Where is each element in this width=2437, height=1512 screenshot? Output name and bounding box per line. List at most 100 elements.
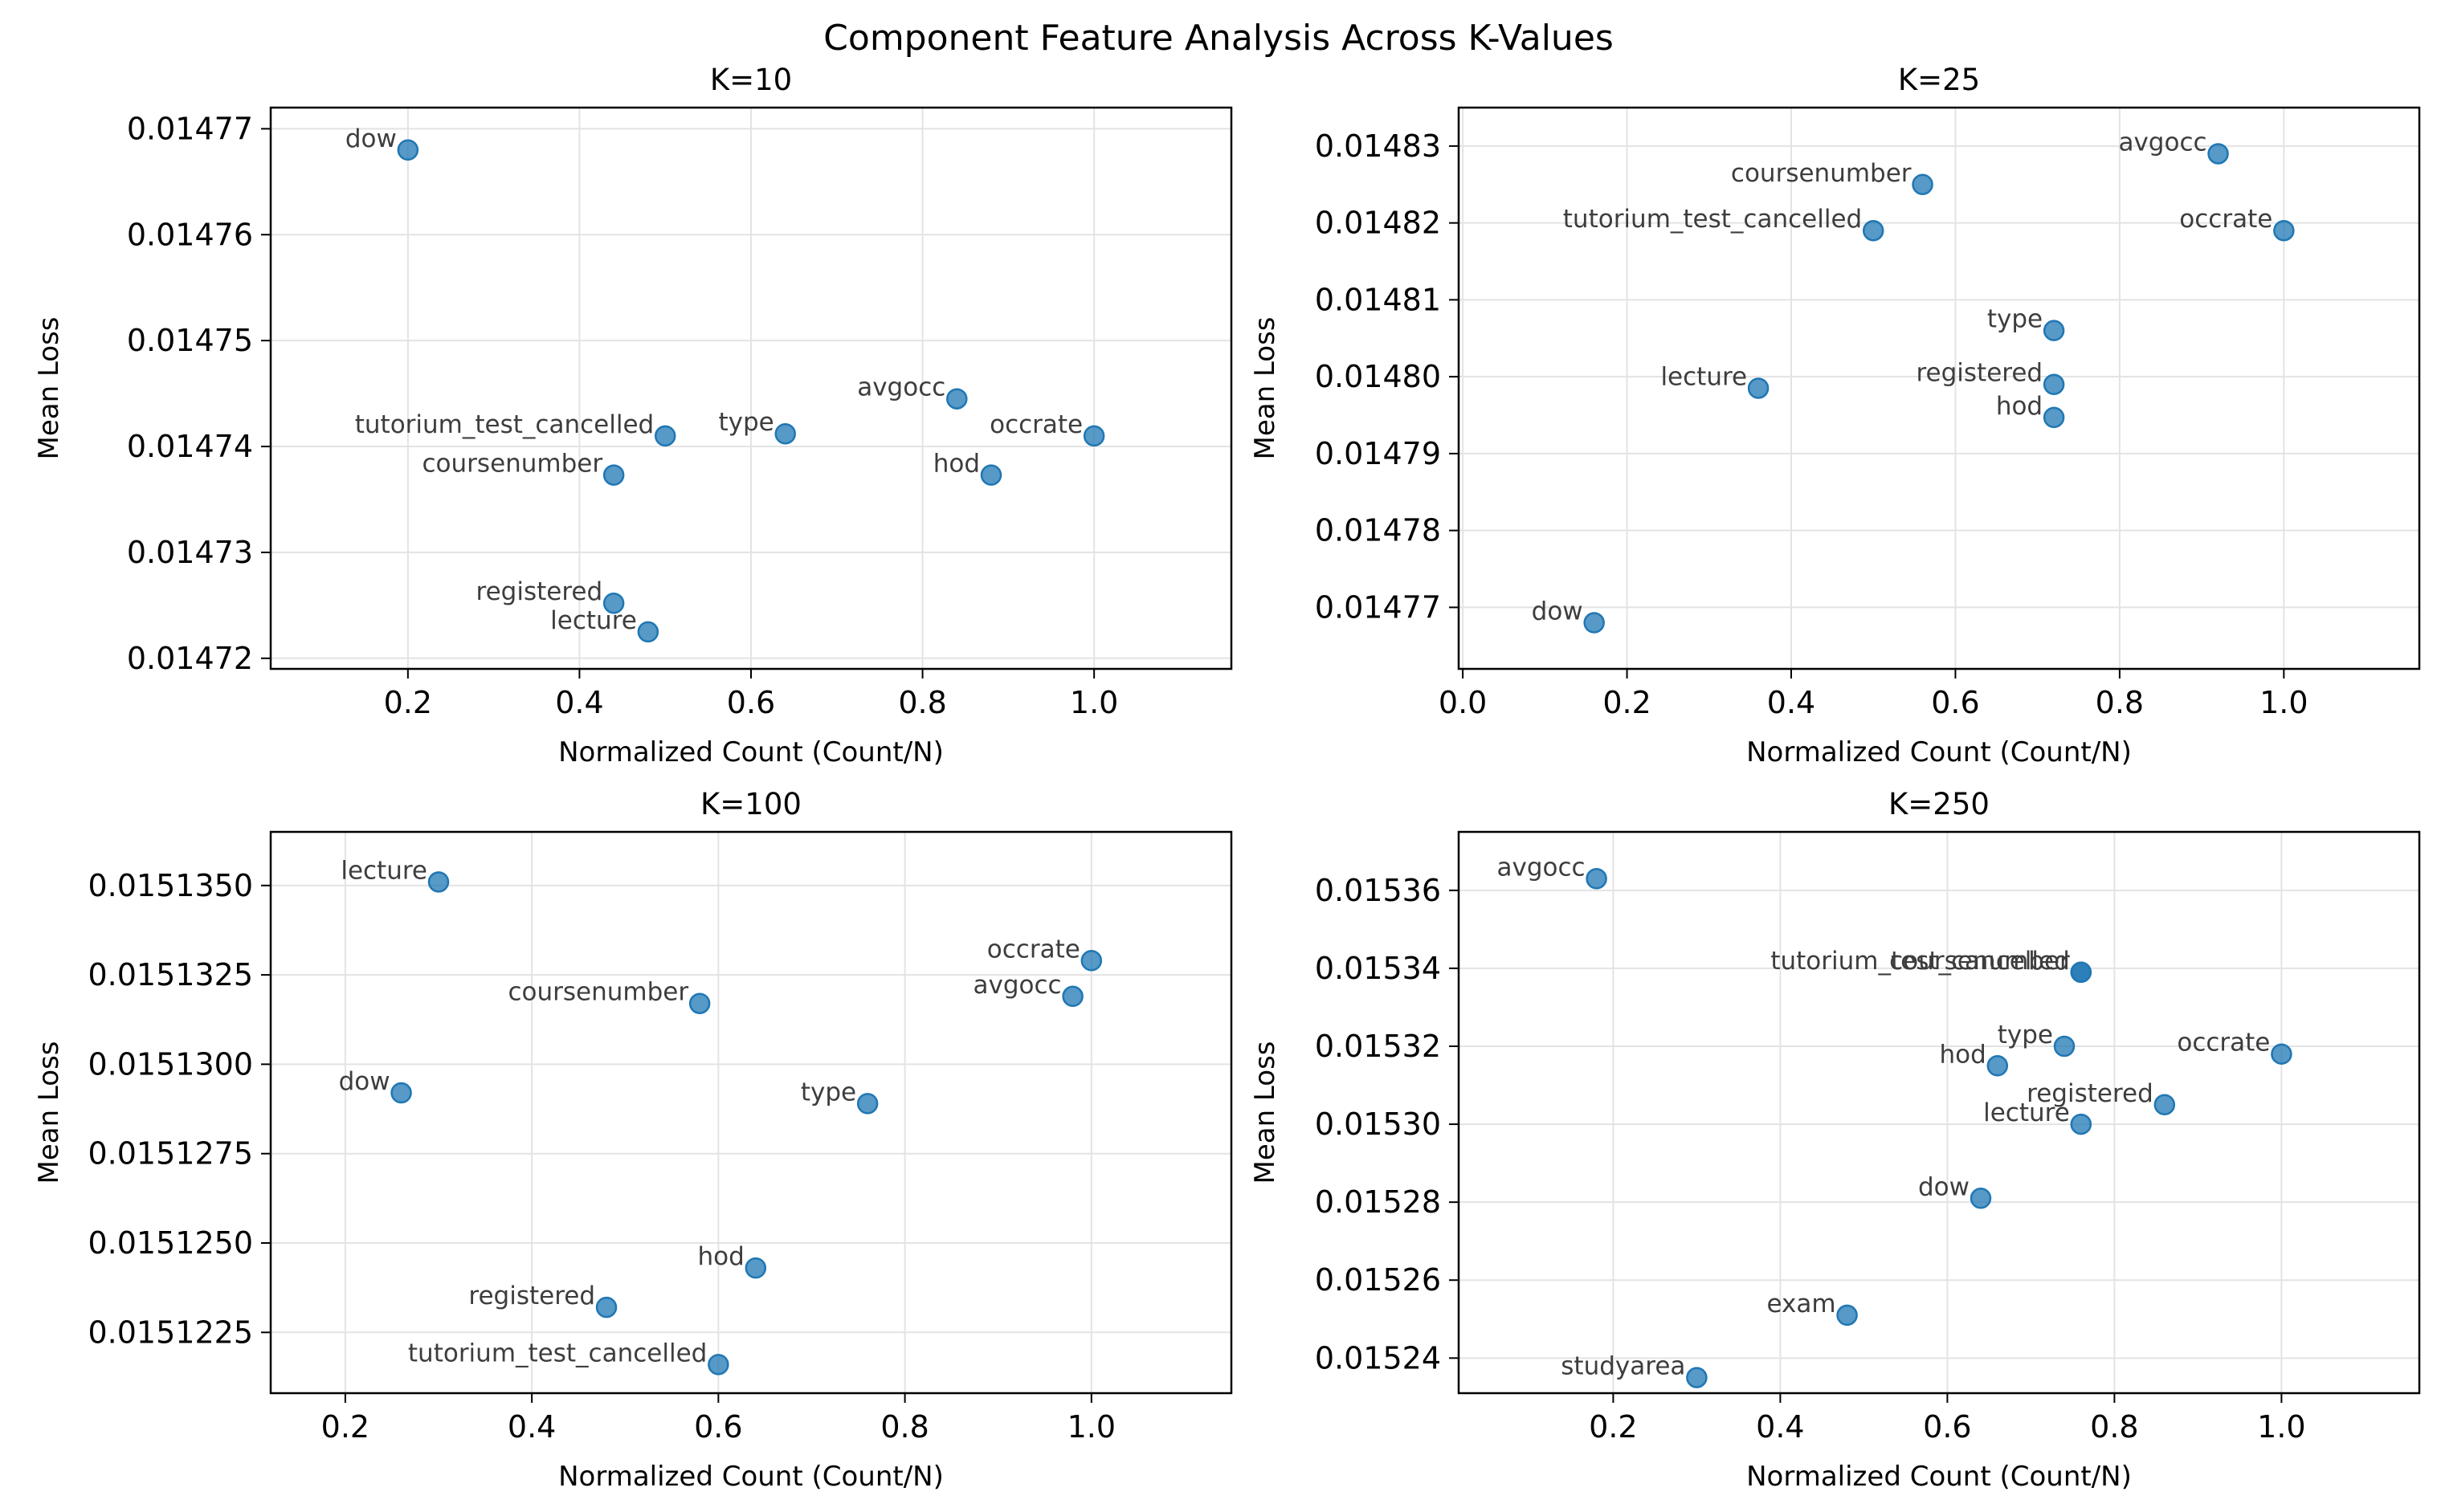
x-tick-label: 1.0	[1070, 685, 1118, 720]
y-tick-label: 0.01532	[1315, 1029, 1441, 1064]
point-label: hod	[1996, 392, 2043, 421]
chart-panel-2: 0.2 0.4 0.6 0.8 1.0 0.0151225 0.0151250 0.01512…	[33, 787, 1233, 1493]
data-point	[856, 1093, 879, 1115]
data-point	[2053, 1035, 2076, 1058]
point-label: type	[1998, 1021, 2053, 1049]
data-point	[1836, 1304, 1858, 1327]
x-tick-label: 0.6	[1931, 685, 1979, 720]
point-label: tutorium_test_cancelled	[1563, 205, 1862, 234]
point-label: type	[801, 1078, 856, 1106]
point-label: hod	[698, 1242, 745, 1271]
y-tick-label: 0.01477	[127, 111, 253, 146]
y-tick-label: 0.01480	[1315, 359, 1441, 394]
y-axis-label: Mean Loss	[33, 1041, 65, 1184]
y-tick-label: 0.0151275	[88, 1136, 254, 1172]
point-label: coursenumber	[422, 450, 603, 479]
x-tick-label: 1.0	[2257, 1409, 2305, 1445]
x-axis-label: Normalized Count (Count/N)	[558, 736, 944, 768]
data-point	[688, 992, 711, 1014]
x-tick-label: 0.4	[508, 1409, 556, 1445]
axes-frame	[269, 830, 1233, 1395]
point-label: lecture	[341, 856, 427, 885]
y-tick-label: 0.0151225	[88, 1314, 254, 1350]
panel-title: K=100	[700, 787, 802, 821]
data-point	[2153, 1094, 2176, 1116]
y-tick-label: 0.01530	[1315, 1106, 1441, 1142]
data-point	[2043, 373, 2065, 395]
axes-frame	[269, 106, 1233, 670]
point-label: lecture	[550, 606, 637, 635]
data-point	[1062, 985, 1084, 1008]
y-axis-label: Mean Loss	[1249, 1041, 1281, 1184]
point-label: occrate	[990, 410, 1083, 439]
y-tick-label: 0.0151325	[88, 957, 254, 992]
data-point	[2043, 320, 2065, 341]
point-label: registered	[468, 1282, 595, 1310]
y-tick-label: 0.0151250	[88, 1225, 254, 1261]
y-tick-label: 0.01534	[1315, 951, 1441, 986]
point-label: coursenumber	[1731, 159, 1912, 188]
point-label: studyarea	[1561, 1352, 1685, 1381]
y-tick-label: 0.01478	[1315, 513, 1441, 548]
point-label: type	[718, 408, 774, 437]
point-label: exam	[1767, 1290, 1836, 1318]
point-label: tutorium_test_cancelled	[355, 410, 654, 439]
figure-title: Component Feature Analysis Across K-Valu…	[823, 18, 1614, 59]
panel-title: K=25	[1898, 63, 1980, 97]
data-point	[774, 422, 796, 445]
point-label: tutorium_test_cancelled	[1770, 947, 2069, 976]
chart-panel-0: 0.2 0.4 0.6 0.8 1.0 0.01472 0.01473 0.01474 0.01…	[33, 63, 1233, 768]
data-point	[427, 871, 450, 893]
y-tick-label: 0.01482	[1315, 206, 1441, 241]
y-tick-label: 0.01536	[1315, 873, 1441, 908]
y-tick-label: 0.01477	[1315, 589, 1441, 625]
x-tick-label: 0.2	[321, 1409, 369, 1445]
data-point	[390, 1082, 412, 1104]
data-point	[1083, 425, 1105, 447]
data-point	[397, 139, 419, 161]
x-tick-label: 0.4	[555, 685, 603, 720]
data-point	[602, 592, 625, 614]
y-tick-label: 0.01483	[1315, 128, 1441, 164]
data-point	[1970, 1188, 1992, 1209]
y-axis-label: Mean Loss	[1249, 316, 1281, 459]
data-point	[2271, 1043, 2292, 1065]
point-label: hod	[1940, 1040, 1986, 1069]
data-point	[2043, 406, 2065, 429]
x-tick-label: 0.2	[384, 685, 432, 720]
y-tick-label: 0.01528	[1315, 1184, 1441, 1220]
point-label: avgocc	[857, 373, 945, 402]
x-axis-label: Normalized Count (Count/N)	[558, 1461, 944, 1493]
x-tick-label: 0.8	[2096, 685, 2144, 720]
x-axis-label: Normalized Count (Count/N)	[1746, 1461, 2132, 1493]
y-tick-label: 0.01472	[127, 641, 253, 676]
x-tick-label: 0.2	[1602, 685, 1651, 720]
y-tick-label: 0.01474	[127, 429, 253, 464]
data-point	[1686, 1367, 1708, 1388]
y-tick-label: 0.01481	[1315, 282, 1441, 317]
point-label: registered	[2027, 1079, 2153, 1108]
data-point	[595, 1296, 618, 1318]
data-point	[745, 1257, 767, 1279]
x-tick-label: 1.0	[2259, 685, 2308, 720]
point-label: tutorium_test_cancelled	[408, 1339, 707, 1367]
x-tick-label: 0.6	[727, 685, 775, 720]
data-point	[1862, 219, 1884, 242]
point-label: avgocc	[2118, 128, 2206, 157]
y-tick-label: 0.01473	[127, 535, 253, 570]
data-point	[1583, 612, 1605, 634]
data-point	[708, 1354, 729, 1375]
axes-frame	[1457, 830, 2421, 1395]
data-point	[637, 621, 659, 643]
point-label: occrate	[2177, 1029, 2270, 1058]
point-label: dow	[1532, 597, 1583, 626]
x-tick-label: 0.4	[1756, 1409, 1804, 1445]
x-tick-label: 0.2	[1589, 1409, 1637, 1445]
point-label: avgocc	[974, 971, 1062, 1000]
y-tick-label: 0.01524	[1315, 1340, 1441, 1375]
y-axis-label: Mean Loss	[33, 316, 65, 459]
panel-title: K=10	[710, 63, 792, 97]
panel-title: K=250	[1888, 787, 1990, 821]
data-point	[1080, 950, 1103, 972]
